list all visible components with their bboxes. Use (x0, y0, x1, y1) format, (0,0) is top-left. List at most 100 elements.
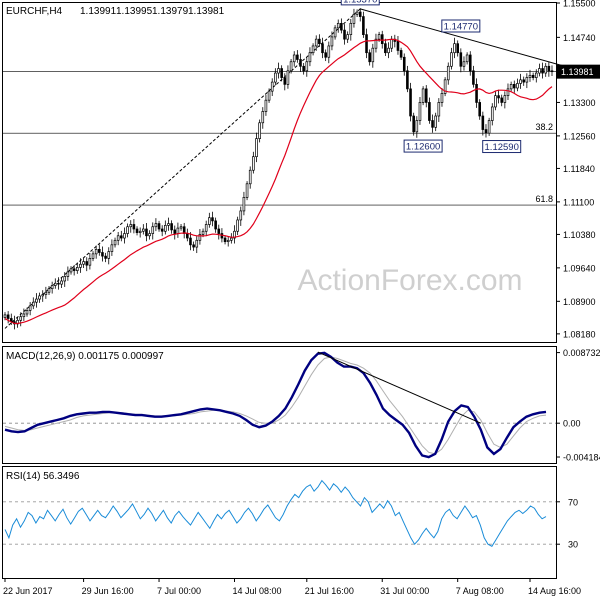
candle (85, 257, 89, 272)
candle (434, 112, 437, 132)
x-axis-ticks: 22 Jun 2017 29 Jun 16:00 7 Jul 00:00 14 Jul… (3, 578, 581, 596)
candle (110, 239, 114, 256)
macd-tick-label: 0.00 (563, 419, 581, 429)
macd-line (4, 351, 547, 459)
candle (365, 28, 368, 59)
candle (362, 11, 365, 38)
candle (399, 47, 403, 60)
candle (164, 220, 167, 235)
price-pane-frame (2, 2, 557, 343)
candle (173, 225, 177, 240)
candle (343, 24, 346, 45)
candle (541, 62, 544, 79)
candle (308, 47, 312, 67)
candle (424, 85, 428, 108)
candle (192, 241, 195, 251)
candle (270, 78, 274, 97)
candle (94, 245, 98, 259)
price-y-tick-label: 1.14740 (563, 33, 596, 43)
candle (54, 278, 57, 289)
candle (248, 166, 252, 189)
candle (481, 111, 485, 136)
candle (368, 49, 371, 66)
price-trendlines (4, 8, 565, 329)
candle (406, 65, 409, 93)
x-tick-label: 22 Jun 2017 (3, 586, 53, 596)
candle (79, 258, 82, 273)
candle (538, 63, 541, 77)
price-annotation: 1.12600 (403, 139, 443, 153)
candle (148, 230, 151, 240)
price-y-tick-label: 1.15500 (563, 0, 596, 9)
candle (264, 94, 268, 116)
candle (72, 264, 76, 276)
candle (142, 224, 145, 235)
price-y-tick-label: 1.10380 (563, 230, 596, 240)
candle (402, 53, 406, 76)
candle (123, 227, 126, 244)
candle (440, 87, 444, 107)
candle (500, 94, 503, 107)
current-price-tag (557, 64, 600, 79)
candle (453, 37, 456, 59)
candle (330, 31, 334, 51)
price-annotation: 1.15370 (340, 0, 380, 6)
candle (311, 43, 315, 56)
price-annotation: 1.14770 (441, 19, 481, 32)
candle (547, 61, 551, 77)
macd-trendline (317, 351, 482, 424)
candle (274, 68, 277, 86)
candle (261, 107, 265, 129)
candle (531, 72, 535, 81)
candle (550, 65, 554, 77)
candle (57, 277, 60, 290)
price-y-tick-label: 1.08900 (563, 297, 596, 307)
x-tick-label: 14 Aug 16:00 (528, 586, 581, 596)
candle (415, 116, 419, 138)
candle (19, 312, 23, 327)
candle (409, 82, 412, 122)
price-y-tick-label: 1.08180 (563, 329, 596, 339)
candle (98, 244, 101, 256)
price-y-tick-label: 1.11100 (563, 197, 594, 207)
candle (487, 117, 491, 136)
candle (236, 216, 239, 236)
candle (468, 51, 472, 76)
price-annotations: 1.15370 1.14770 1.12600 1.12590 (340, 0, 522, 154)
candle (318, 34, 321, 47)
rsi-layer: 70 30 (3, 479, 578, 550)
candle (101, 246, 104, 262)
candle (358, 8, 362, 22)
price-header-open: 1.13991 (80, 6, 117, 17)
candle (283, 73, 287, 91)
candle (478, 99, 481, 120)
candle (223, 235, 227, 245)
price-annotation-label: 1.15370 (343, 0, 377, 5)
candle (214, 217, 217, 233)
macd-tick-label: -0.004184 (563, 453, 600, 463)
candle (255, 132, 258, 163)
candle (450, 47, 453, 70)
candle (371, 43, 375, 68)
candle (145, 223, 148, 242)
candle (239, 206, 243, 226)
candle (258, 119, 261, 143)
fib-level-label: 61.8 (535, 194, 553, 204)
candle (252, 151, 255, 174)
rsi-pane-frame (2, 466, 557, 579)
candle (198, 229, 202, 245)
rsi-title: RSI(14) 56.3496 (6, 471, 80, 482)
candle (151, 222, 155, 240)
x-tick-label: 7 Jul 00:00 (157, 586, 201, 596)
candle (82, 258, 85, 269)
price-header-close: 1.13981 (188, 6, 225, 17)
x-tick-label: 29 Jun 16:00 (82, 586, 134, 596)
candle (519, 73, 522, 89)
candle (484, 124, 488, 138)
candle (431, 114, 434, 133)
candle (346, 31, 349, 43)
candle (475, 78, 478, 108)
candle (129, 220, 133, 233)
candle (421, 86, 425, 106)
